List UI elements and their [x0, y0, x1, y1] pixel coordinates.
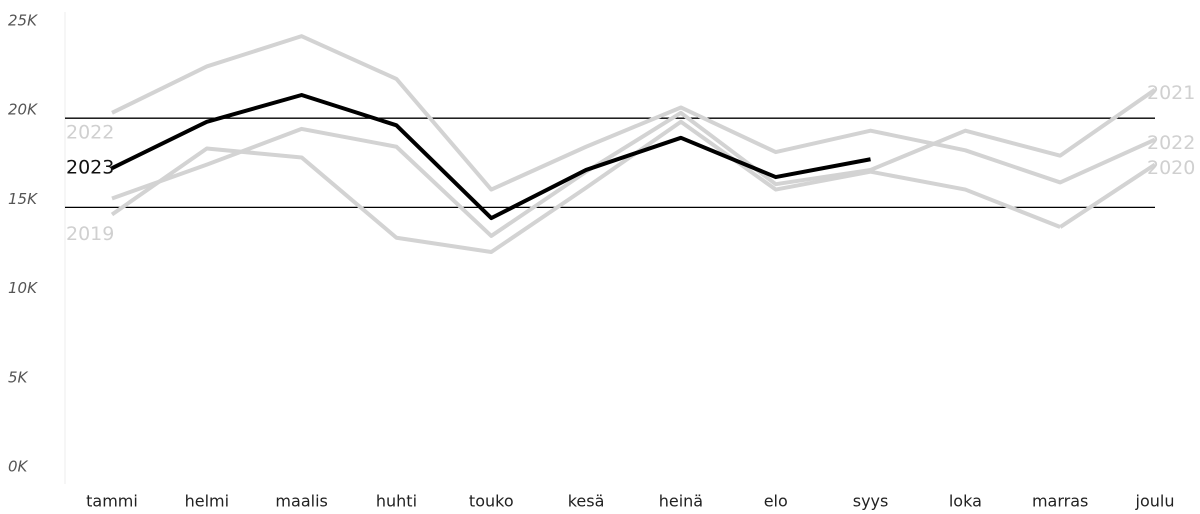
x-tick-label: maalis [275, 492, 327, 511]
series-line [111, 93, 871, 221]
series-line [111, 88, 1157, 238]
y-tick-label: 25K [8, 12, 38, 30]
x-tick-label: kesä [568, 492, 605, 511]
x-tick-label: touko [469, 492, 514, 511]
x-tick-label: tammi [86, 492, 138, 511]
series-label: 2022 [66, 121, 114, 143]
x-tick-label: huhti [376, 492, 417, 511]
y-tick-label: 15K [8, 190, 38, 208]
x-tick-label: loka [949, 492, 982, 511]
series-label: 2022 [1147, 132, 1195, 154]
y-tick-label: 0K [8, 458, 29, 476]
series-label: 2023 [66, 157, 114, 179]
x-tick-label: syys [853, 492, 889, 511]
series-label: 2021 [1147, 82, 1195, 104]
y-tick-label: 10K [8, 279, 38, 297]
series-line [110, 119, 1061, 254]
series-line [111, 34, 1156, 192]
series-label: 2020 [1147, 157, 1195, 179]
series-label: 2019 [66, 223, 114, 245]
x-tick-label: elo [764, 492, 788, 511]
y-tick-label: 20K [8, 101, 38, 119]
x-tick-label: marras [1032, 492, 1088, 511]
x-tick-label: joulu [1135, 492, 1175, 511]
x-tick-label: helmi [185, 492, 229, 511]
y-tick-label: 5K [8, 368, 29, 386]
series-line [1059, 162, 1157, 229]
x-tick-label: heinä [659, 492, 703, 511]
